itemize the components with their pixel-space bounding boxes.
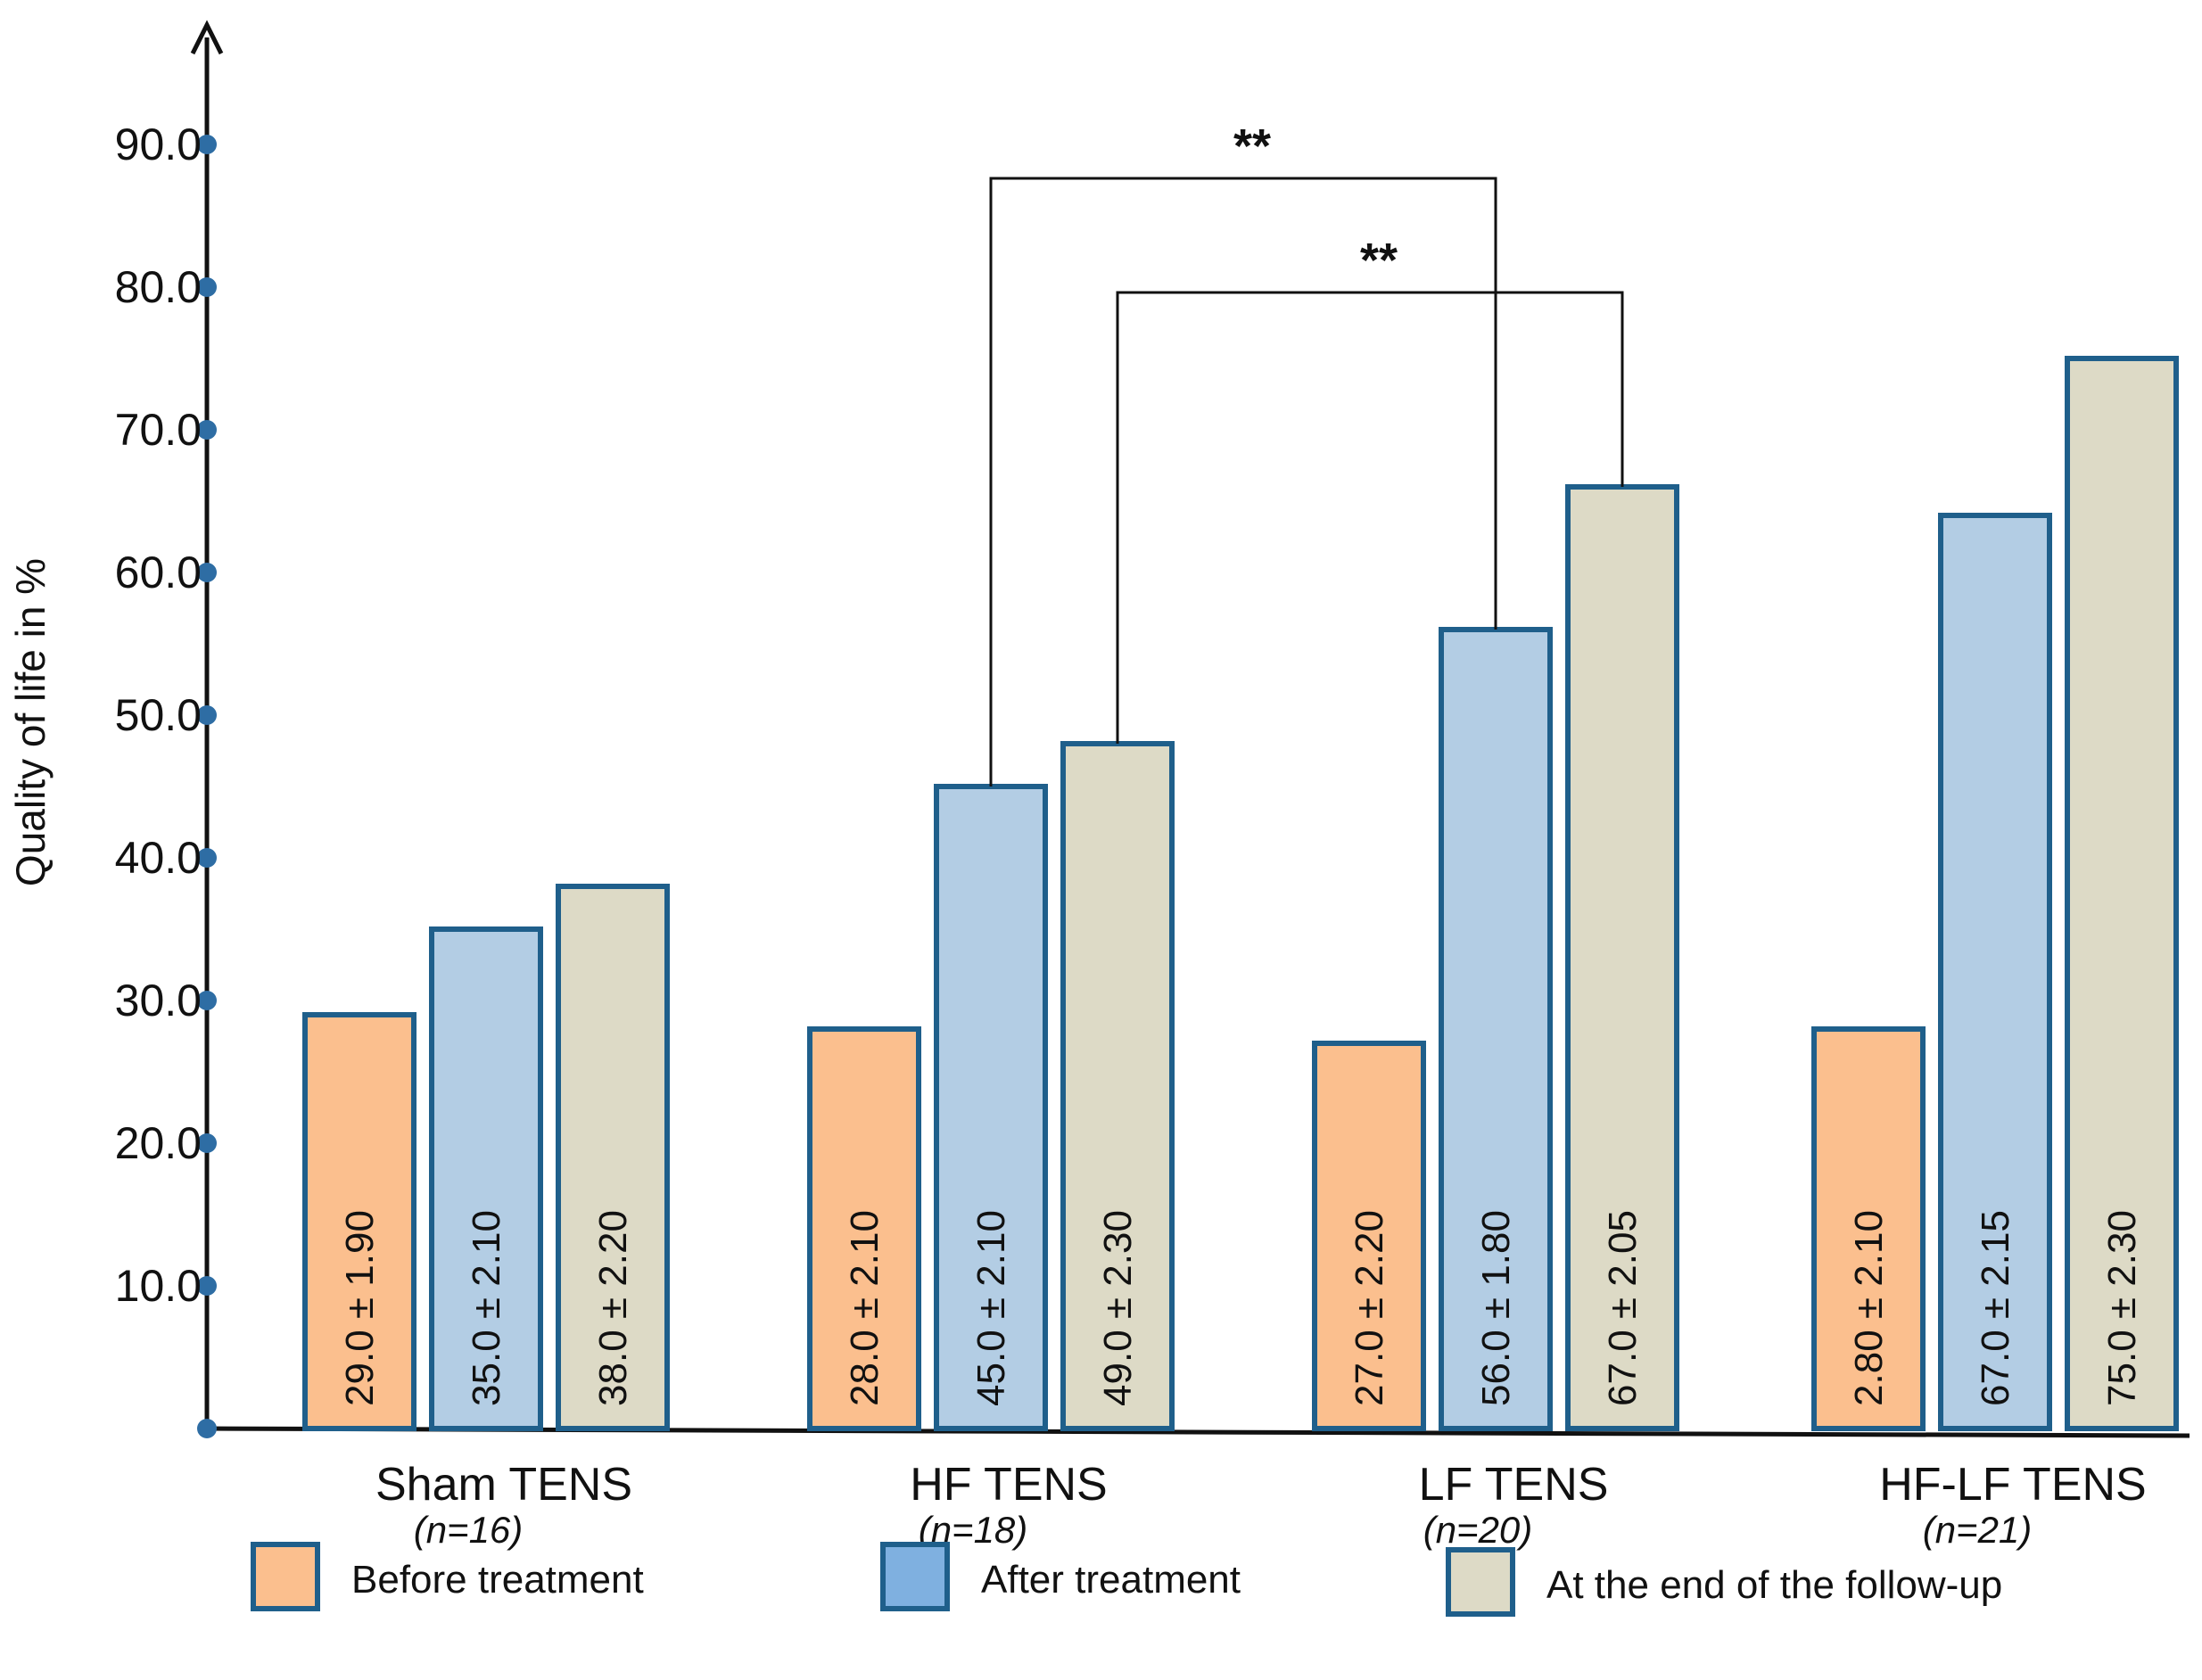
y-tick-label: 40.0	[115, 833, 202, 883]
y-tick-label: 90.0	[115, 119, 202, 169]
bar	[1938, 513, 2052, 1431]
bar-value-label: 29.0 ± 1.90	[338, 1210, 382, 1406]
bar	[1439, 627, 1553, 1431]
y-tick-marker	[197, 991, 217, 1010]
y-tick-label: 80.0	[115, 262, 202, 312]
bar-value-label: 45.0 ± 2.10	[969, 1210, 1013, 1406]
x-category-label: HF TENS	[910, 1459, 1108, 1511]
bar-value-label: 67.0 ± 2.15	[1974, 1210, 2017, 1406]
bar	[1565, 484, 1679, 1431]
legend-label: At the end of the follow-up	[1546, 1563, 2002, 1607]
y-tick-label: 50.0	[115, 690, 202, 740]
legend-swatch	[1446, 1547, 1515, 1617]
bars: 29.0 ± 1.90 35.0 ± 2.10 38.0 ± 2.20 28.0 ± …	[302, 356, 2179, 1431]
y-tick-marker	[197, 277, 217, 297]
bar	[302, 1012, 416, 1431]
x-category-label: Sham TENS	[375, 1459, 632, 1511]
x-category-label: LF TENS	[1419, 1459, 1609, 1511]
bar	[1811, 1026, 1926, 1431]
bar-value-label: 49.0 ± 2.30	[1096, 1210, 1140, 1406]
y-tick-marker	[197, 135, 217, 154]
significance-bracket	[989, 177, 1497, 786]
significance-marker: **	[1360, 234, 1398, 287]
bar-value-label: 28.0 ± 2.10	[843, 1210, 887, 1406]
sample-size-label: (n=20)	[1423, 1509, 1533, 1551]
y-tick-marker	[197, 1133, 217, 1153]
y-axis-label: Quality of life in %	[7, 558, 54, 886]
y-tick-marker-origin	[197, 1419, 217, 1438]
bar-value-label: 2.80 ± 2.10	[1847, 1210, 1891, 1406]
bar-value-label: 67.0 ± 2.05	[1601, 1210, 1645, 1406]
bar	[1312, 1041, 1426, 1431]
y-tick-marker	[197, 848, 217, 868]
bar-value-label: 56.0 ± 1.80	[1474, 1210, 1518, 1406]
y-tick-label: 30.0	[115, 976, 202, 1025]
bar-value-label: 35.0 ± 2.10	[465, 1210, 508, 1406]
y-tick-marker	[197, 705, 217, 725]
legend-swatch	[251, 1542, 320, 1611]
y-axis-arrow	[190, 20, 224, 55]
bar	[556, 884, 670, 1431]
legend-label: Before treatment	[351, 1558, 644, 1602]
significance-marker: **	[1233, 119, 1271, 173]
y-tick-label: 70.0	[115, 405, 202, 455]
y-tick-marker	[197, 420, 217, 440]
y-tick-label: 10.0	[115, 1261, 202, 1311]
sample-size-label: (n=16)	[414, 1509, 524, 1551]
legend-swatch	[880, 1542, 950, 1611]
y-tick-label: 60.0	[115, 548, 202, 597]
x-category-label: HF-LF TENS	[1879, 1459, 2147, 1511]
bar	[807, 1026, 921, 1431]
y-tick-marker	[197, 1276, 217, 1296]
bar	[429, 926, 543, 1431]
bar	[2065, 356, 2179, 1431]
significance-brackets: ** **	[989, 119, 1624, 786]
sample-size-label: (n=21)	[1923, 1509, 2033, 1551]
legend: Before treatment After treatment At the en…	[251, 1542, 2002, 1617]
bar-value-label: 27.0 ± 2.20	[1348, 1210, 1391, 1406]
y-tick-label: 20.0	[115, 1118, 202, 1168]
bar-value-label: 75.0 ± 2.30	[2100, 1210, 2144, 1406]
y-tick-marker	[197, 563, 217, 582]
bar-value-label: 38.0 ± 2.20	[591, 1210, 635, 1406]
significance-bracket	[1116, 291, 1624, 744]
legend-label: After treatment	[981, 1558, 1241, 1602]
